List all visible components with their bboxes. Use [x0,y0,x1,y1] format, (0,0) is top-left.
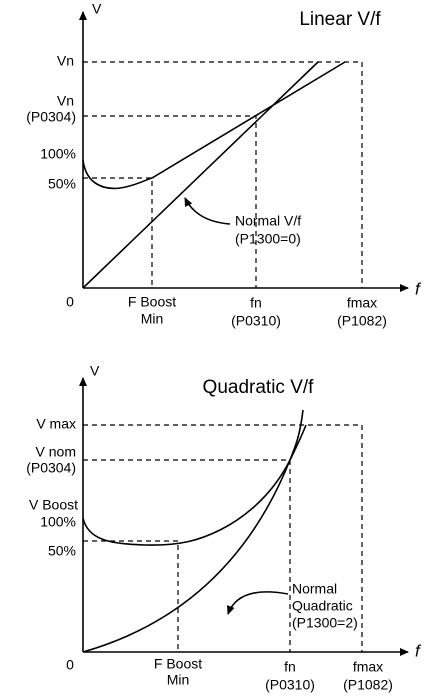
x-label: (P0310) [265,677,315,693]
y-label: Vn [57,93,74,109]
x-label: Min [141,311,164,327]
annotation: (P1300=0) [235,231,301,247]
y-label: 100% [40,146,76,162]
annotation: Quadratic [292,598,353,614]
annotation: (P1300=2) [292,615,358,631]
y-label: 100% [40,514,76,530]
y-axis-label: V [92,1,102,17]
normal-curve [82,424,307,653]
title: Linear V/f [299,9,381,30]
dashed-guide [83,61,363,288]
y-label: V nom [36,444,76,460]
x-label: (P1082) [337,313,387,329]
quadratic-diagram: V f Quadratic V/f V max V nom (P0304) V … [26,363,422,693]
origin-label: 0 [66,657,74,673]
x-label: fmax [347,295,377,311]
dashed-guide [83,424,363,652]
x-label: Min [167,672,190,688]
y-label: (P0304) [26,109,76,125]
x-label: (P0310) [231,313,281,329]
dashed-guide [83,177,153,288]
dashed-guide [83,540,179,652]
title: Quadratic V/f [203,377,315,398]
linear-diagram: V f Linear V/f Vn Vn (P0304) 100% 50% 0 … [26,1,422,329]
boost-curve [82,61,346,190]
y-label: Vn [57,53,74,69]
y-label: (P0304) [26,460,76,476]
normal-curve [82,61,319,289]
annotation: Normal [292,581,337,597]
x-label: F Boost [154,656,202,672]
annotation-arrow [184,197,231,225]
x-axis-label: f [415,641,422,660]
boost-curve [82,409,304,546]
y-label: 50% [48,543,76,559]
x-label: F Boost [128,294,176,310]
y-label: 50% [48,176,76,192]
y-label: V Boost [29,497,78,513]
x-axis-label: f [415,279,422,298]
dashed-guide [83,459,291,652]
x-label: fn [284,659,296,675]
x-label: fn [250,295,262,311]
x-label: fmax [353,659,383,675]
y-label: V max [36,416,76,432]
annotation-arrow [227,591,289,615]
x-label: (P1082) [343,677,393,693]
origin-label: 0 [66,294,74,310]
annotation: Normal V/f [235,213,301,229]
y-axis-label: V [90,363,100,379]
